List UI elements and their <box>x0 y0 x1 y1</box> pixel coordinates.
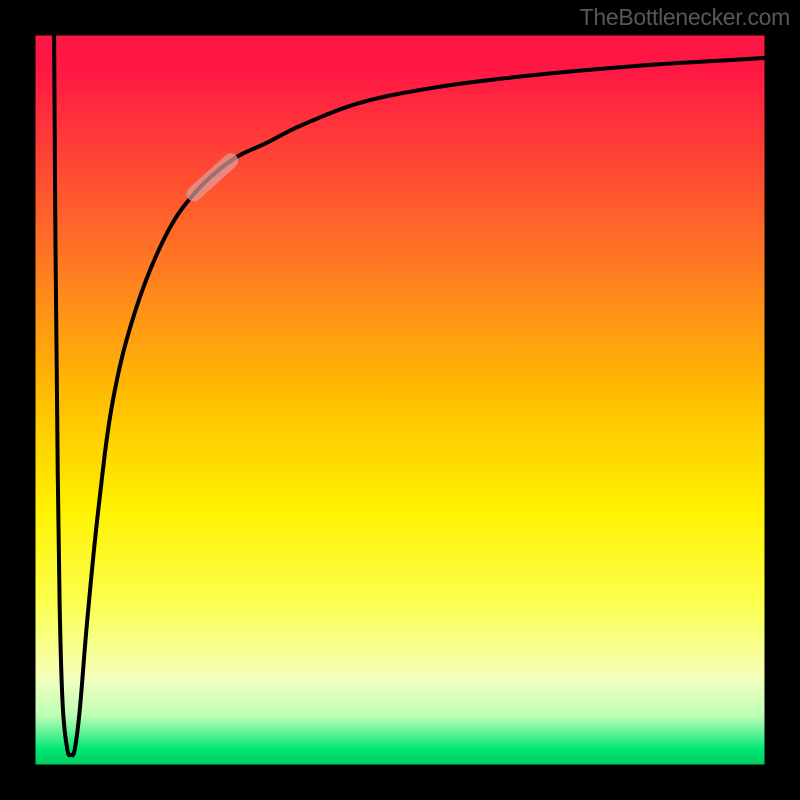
plot-background <box>32 32 768 768</box>
bottleneck-chart <box>0 0 800 800</box>
chart-stage: TheBottlenecker.com <box>0 0 800 800</box>
